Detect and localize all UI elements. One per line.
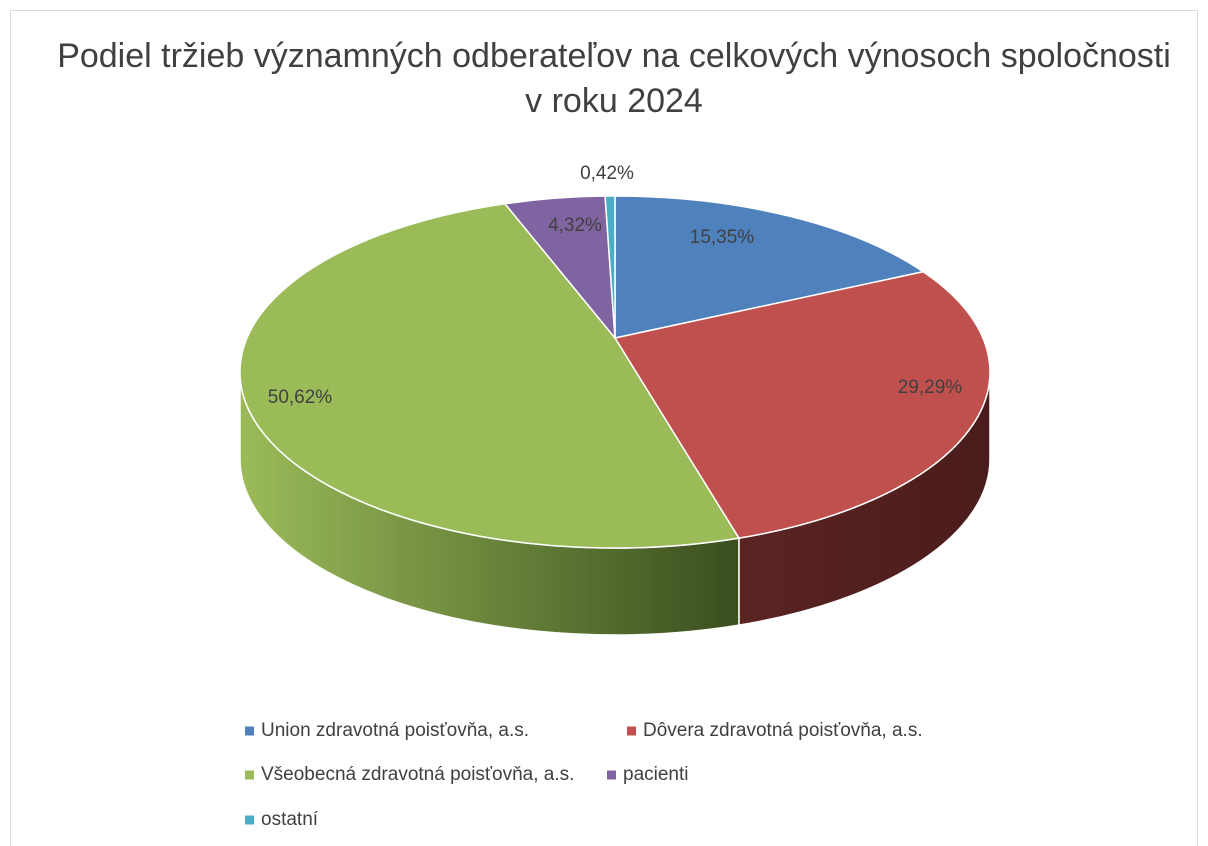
legend-label: pacienti <box>623 764 689 785</box>
data-label: 50,62% <box>268 387 333 408</box>
legend-label: Všeobecná zdravotná poisťovňa, a.s. <box>261 764 574 785</box>
legend-swatch <box>607 770 616 780</box>
legend-label: Dôvera zdravotná poisťovňa, a.s. <box>643 720 923 741</box>
data-label: 29,29% <box>898 377 963 398</box>
legend-label: ostatní <box>261 809 319 830</box>
chart-border <box>10 10 1198 846</box>
slice <box>604 195 616 339</box>
legend-swatch <box>245 726 254 736</box>
data-label: 15,35% <box>690 227 755 248</box>
legend-swatch <box>245 770 254 780</box>
slice <box>239 202 741 549</box>
data-label: 0,42% <box>580 163 634 184</box>
legend-swatch <box>245 815 254 825</box>
slice <box>613 270 991 539</box>
legend-swatch <box>627 726 636 736</box>
chart-title: Podiel tržieb významných odberateľov na … <box>57 37 1171 120</box>
data-label: 4,32% <box>548 215 602 236</box>
slice <box>614 195 926 339</box>
legend-label: Union zdravotná poisťovňa, a.s. <box>261 720 529 741</box>
